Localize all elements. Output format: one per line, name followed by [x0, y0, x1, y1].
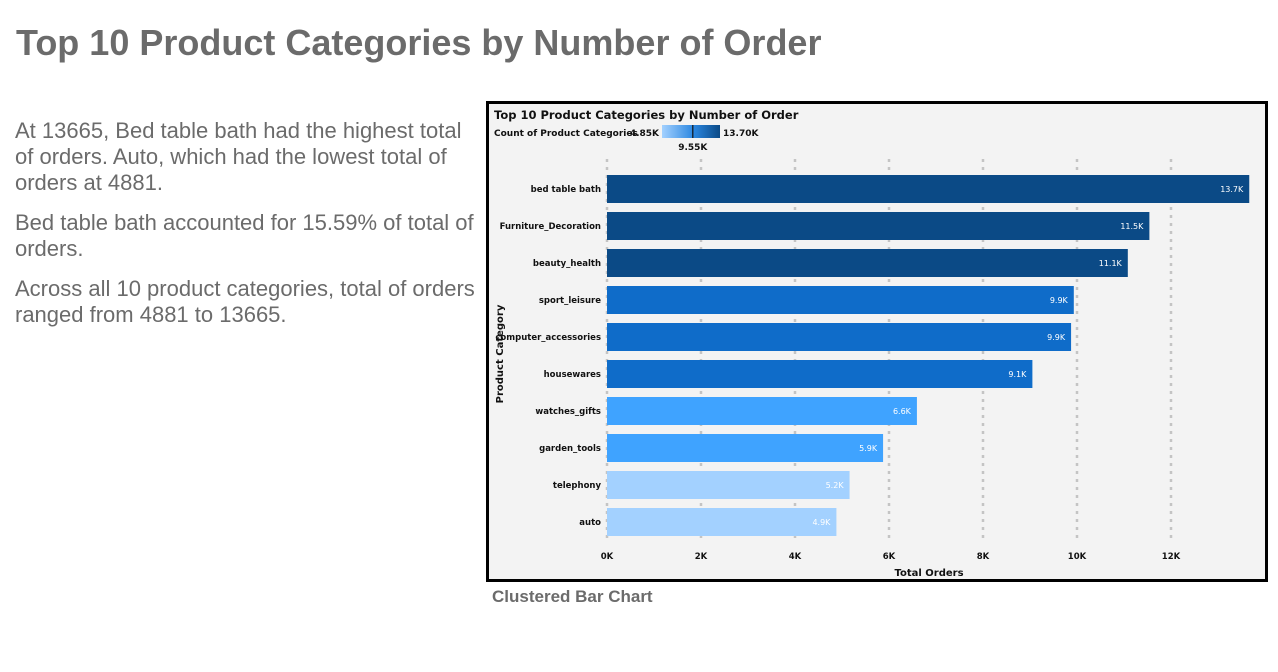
bar-housewares[interactable] — [607, 360, 1033, 388]
category-label: garden_tools — [539, 444, 601, 454]
data-label: 13.7K — [1220, 185, 1244, 194]
data-label: 11.1K — [1099, 259, 1123, 268]
y-axis-title: Product Category — [495, 304, 506, 403]
data-label: 6.6K — [893, 407, 912, 416]
narrative-paragraph: Bed table bath accounted for 15.59% of t… — [15, 210, 474, 261]
category-label: auto — [579, 518, 601, 528]
category-label: bed table bath — [531, 185, 601, 195]
data-label: 9.9K — [1050, 296, 1069, 305]
data-label: 11.5K — [1120, 222, 1144, 231]
x-axis-title: Total Orders — [894, 568, 963, 579]
category-label: sport_leisure — [539, 296, 601, 306]
legend-max-label: 13.70K — [723, 129, 759, 139]
bar-chart-svg: Top 10 Product Categories by Number of O… — [494, 108, 1250, 579]
category-labels: bed table bath Furniture_Decorationbeauty… — [495, 185, 601, 528]
bar-watches-gifts[interactable] — [607, 397, 917, 425]
bar-auto[interactable] — [607, 508, 837, 536]
legend-mid-label: 9.55K — [678, 143, 708, 153]
x-tick-label: 4K — [789, 552, 802, 562]
x-tick-label: 6K — [883, 552, 896, 562]
data-label: 5.9K — [859, 444, 878, 453]
legend-gradient-bar — [662, 125, 720, 138]
category-label: telephony — [553, 481, 602, 491]
bar-computer-accessories[interactable] — [607, 323, 1072, 351]
category-label: watches_gifts — [535, 407, 601, 417]
chart-caption: Clustered Bar Chart — [492, 587, 653, 606]
x-tick-label: 10K — [1068, 552, 1087, 562]
data-label: 9.9K — [1047, 333, 1066, 342]
data-label: 5.2K — [826, 481, 845, 490]
chart-title: Top 10 Product Categories by Number of O… — [494, 108, 799, 122]
data-label: 9.1K — [1008, 370, 1027, 379]
legend-min-label: 4.85K — [630, 129, 660, 139]
bar-sport-leisure[interactable] — [607, 286, 1074, 314]
x-tick-label: 0K — [601, 552, 614, 562]
narrative-paragraph: Across all 10 product categories, total … — [15, 276, 475, 327]
bar-garden-tools[interactable] — [607, 434, 884, 462]
legend-title: Count of Product Categories — [494, 129, 638, 139]
category-label: beauty_health — [533, 259, 601, 269]
data-label: 4.9K — [812, 518, 831, 527]
data-labels: 13.7K 11.5K 11.1K 9.9K 9.9K 9.1K 6.6K 5.9K 5.2K 4… — [812, 185, 1244, 527]
bar-telephony[interactable] — [607, 471, 850, 499]
category-label: housewares — [544, 370, 601, 380]
bar-beauty-health[interactable] — [607, 249, 1128, 277]
x-tick-labels: 0K 2K 4K 6K 8K 10K 12K — [601, 552, 1181, 562]
x-tick-label: 8K — [977, 552, 990, 562]
bar-chart-visual[interactable]: Top 10 Product Categories by Number of O… — [486, 101, 1268, 582]
bar-furniture-decoration[interactable] — [607, 212, 1150, 240]
x-tick-label: 12K — [1162, 552, 1181, 562]
narrative-text: At 13665, Bed table bath had the highest… — [15, 118, 485, 342]
category-label: Furniture_Decoration — [500, 222, 601, 232]
category-label: computer_accessories — [495, 333, 601, 343]
narrative-paragraph: At 13665, Bed table bath had the highest… — [15, 118, 462, 195]
bars-group — [607, 175, 1250, 536]
bar-bed-table-bath[interactable] — [607, 175, 1250, 203]
slide-title: Top 10 Product Categories by Number of O… — [16, 22, 822, 63]
color-legend: Count of Product Categories 4.85K 13.70K… — [494, 125, 759, 153]
x-tick-label: 2K — [695, 552, 708, 562]
